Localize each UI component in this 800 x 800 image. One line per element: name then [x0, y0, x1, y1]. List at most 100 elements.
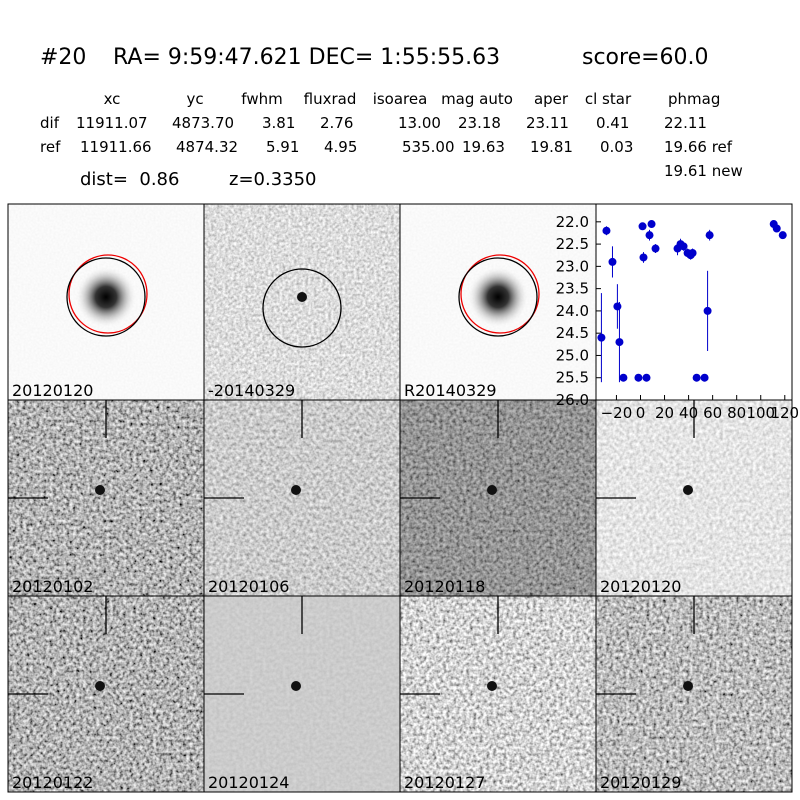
point [597, 333, 606, 342]
column-header: fwhm [241, 90, 282, 108]
y-tick-label: 23.0 [556, 257, 589, 275]
point [679, 242, 688, 251]
column-header: aper [534, 90, 569, 108]
column-header: yc [186, 90, 203, 108]
redshift: z=0.3350 [229, 169, 317, 190]
panel-label: 20120122 [12, 773, 93, 792]
point [615, 338, 624, 347]
panel-label: 20120120 [600, 577, 681, 596]
aperture-red [68, 254, 148, 334]
score: score=60.0 [582, 45, 709, 70]
cell: 0.03 [600, 138, 633, 156]
panel-label: 20120124 [208, 773, 289, 792]
cell: 5.91 [266, 138, 299, 156]
row-label: dif [40, 114, 60, 132]
cell: 4.95 [324, 138, 357, 156]
cell: 3.81 [262, 114, 295, 132]
cell: 2.76 [320, 114, 353, 132]
column-header: mag auto [441, 90, 513, 108]
source [291, 485, 301, 495]
panel-label: R20140329 [404, 381, 497, 400]
cell: 11911.07 [76, 114, 148, 132]
panel-label: 20120118 [404, 577, 485, 596]
x-tick-label: 100 [746, 404, 775, 422]
point [608, 257, 617, 266]
point [634, 373, 643, 382]
table: xc yc fwhm fluxrad isoarea mag auto aper cl sta… [40, 90, 733, 156]
point [613, 302, 622, 311]
y-tick-label: 23.5 [556, 280, 589, 298]
source [683, 485, 693, 495]
cell: 11911.66 [80, 138, 152, 156]
panel-label: 20120127 [404, 773, 485, 792]
cell: 4874.32 [176, 138, 238, 156]
column-header: xc [104, 90, 121, 108]
point [688, 249, 697, 257]
point [645, 231, 654, 240]
new-mag: 19.61 new [664, 162, 743, 180]
aperture [458, 257, 538, 337]
point [705, 231, 714, 240]
x-tick-label: 20 [655, 404, 674, 422]
cell: 13.00 [398, 114, 441, 132]
x-tick-label: 120 [770, 404, 799, 422]
panel-label: 20120102 [12, 577, 93, 596]
panel-label: 20120129 [600, 773, 681, 792]
light-curve: 22.0 22.5 23.0 23.5 24.0 24.5 25.0 25.5 26.0 −20 0… [556, 203, 799, 422]
x-tick-label: −20 [601, 404, 633, 422]
cell: 23.11 [526, 114, 569, 132]
row-label: ref [40, 138, 61, 156]
x-tick-label: 80 [727, 404, 746, 422]
column-header: isoarea [373, 90, 428, 108]
source [291, 681, 301, 691]
point [778, 231, 787, 240]
plot-area [596, 204, 792, 400]
y-tick-label: 26.0 [556, 391, 589, 409]
point [619, 373, 628, 382]
cell: 19.81 [530, 138, 573, 156]
point [647, 220, 656, 229]
point [642, 373, 651, 382]
panels: 20120120 -20140329 R20140329 20120102 201201… [7, 203, 793, 793]
point [772, 224, 781, 233]
cell: 22.11 [664, 114, 707, 132]
cell: 19.66 ref [664, 138, 733, 156]
source [95, 485, 105, 495]
source [76, 267, 136, 327]
point [638, 222, 647, 231]
cell: 4873.70 [172, 114, 234, 132]
panel-label: -20140329 [208, 381, 295, 400]
candidate-id: #20 [40, 45, 86, 70]
x-tick-label: 0 [636, 404, 646, 422]
y-tick-label: 22.0 [556, 213, 589, 231]
column-header: cl star [585, 90, 632, 108]
point [700, 373, 709, 382]
point [703, 306, 712, 315]
source [468, 267, 528, 327]
point [651, 244, 660, 253]
distance: dist= 0.86 [80, 169, 179, 190]
source [683, 681, 693, 691]
source [297, 292, 307, 302]
coordinates: RA= 9:59:47.621 DEC= 1:55:55.63 [113, 45, 500, 70]
source [487, 485, 497, 495]
y-tick-label: 25.0 [556, 346, 589, 364]
cell: 19.63 [462, 138, 505, 156]
panel-label: 20120120 [12, 381, 93, 400]
point [692, 373, 701, 382]
column-header: fluxrad [304, 90, 357, 108]
cell: 0.41 [596, 114, 629, 132]
x-tick-label: 60 [703, 404, 722, 422]
cell: 23.18 [458, 114, 501, 132]
y-tick-label: 25.5 [556, 369, 589, 387]
cell: 535.00 [402, 138, 455, 156]
y-tick-label: 24.5 [556, 324, 589, 342]
aperture-red [460, 254, 540, 334]
point [639, 253, 648, 262]
y-tick-label: 22.5 [556, 235, 589, 253]
aperture [262, 268, 342, 348]
aperture [66, 257, 146, 337]
point [602, 226, 611, 235]
source [487, 681, 497, 691]
